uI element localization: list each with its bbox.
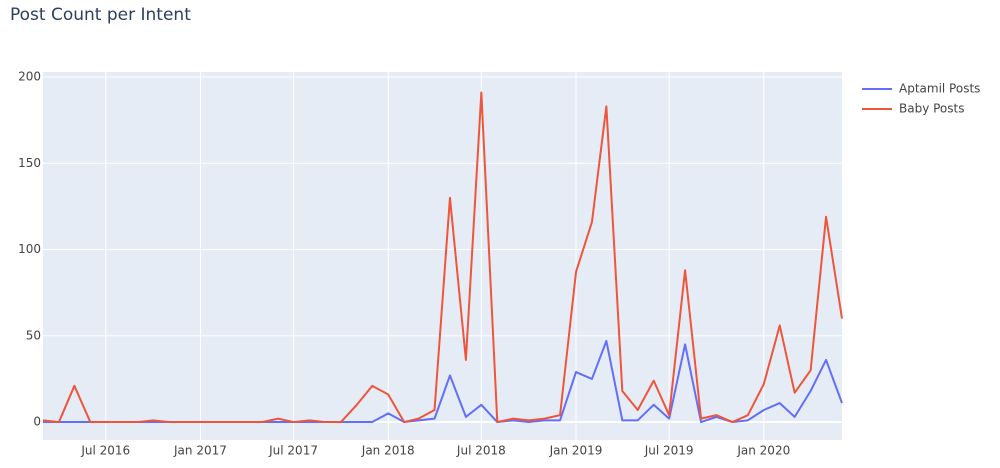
- chart-title: Post Count per Intent: [10, 5, 191, 25]
- x-tick-label: Jan 2018: [361, 444, 415, 458]
- legend-label: Baby Posts: [899, 102, 964, 116]
- x-tick-label: Jul 2017: [268, 444, 318, 458]
- plot-area: [43, 72, 842, 440]
- y-tick-label: 100: [18, 242, 41, 256]
- x-tick-label: Jan 2019: [549, 444, 603, 458]
- x-tick-label: Jul 2019: [644, 444, 694, 458]
- y-tick-label: 200: [18, 70, 41, 84]
- series-line: [42, 91, 843, 424]
- x-tick-label: Jul 2016: [80, 444, 130, 458]
- y-tick-label: 0: [33, 415, 41, 429]
- x-tick-label: Jul 2018: [456, 444, 506, 458]
- x-tick-label: Jan 2017: [173, 444, 227, 458]
- x-tick-label: Jan 2020: [736, 444, 790, 458]
- y-tick-label: 50: [26, 328, 41, 342]
- legend-label: Aptamil Posts: [899, 82, 980, 96]
- y-tick-label: 150: [18, 156, 41, 170]
